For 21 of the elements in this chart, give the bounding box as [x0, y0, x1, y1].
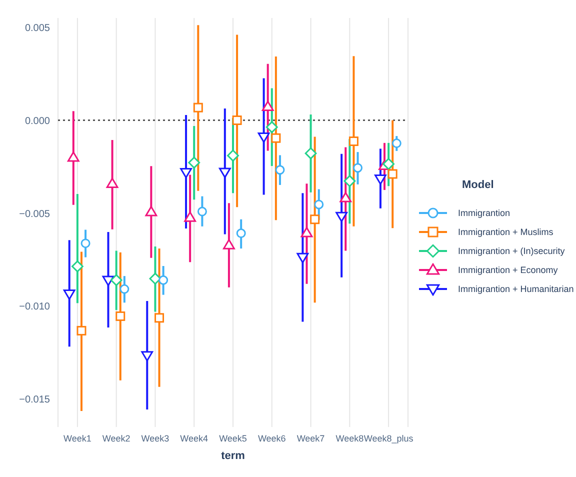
- legend-label: Immigrantion + Muslims: [458, 226, 554, 236]
- legend-label: Immigrantion + (In)security: [458, 246, 565, 256]
- x-axis-title: term: [221, 450, 246, 462]
- x-tick-label: Week3: [141, 433, 170, 444]
- x-tick-label: Week4: [180, 433, 208, 444]
- y-tick-label: 0.005: [24, 22, 50, 34]
- y-tick-label: −0.015: [19, 394, 50, 406]
- x-tick-label: Week1: [64, 433, 92, 444]
- legend-label: Immigrantion + Humanitarian: [458, 284, 574, 294]
- legend-title: Model: [462, 179, 495, 191]
- legend-label: Immigrantion: [458, 208, 510, 218]
- x-tick-label: Week5: [219, 433, 247, 444]
- legend-label: Immigrantion + Economy: [458, 264, 558, 274]
- x-tick-label: Week7: [296, 433, 325, 444]
- y-tick-label: −0.005: [19, 208, 50, 220]
- x-tick-label: Week8: [336, 433, 364, 444]
- x-tick-label: Week8_plus: [364, 433, 414, 444]
- x-tick-label: Week2: [102, 433, 130, 444]
- x-tick-label: Week6: [258, 433, 286, 444]
- y-tick-label: 0.000: [24, 116, 50, 127]
- y-tick-label: −0.010: [19, 302, 50, 313]
